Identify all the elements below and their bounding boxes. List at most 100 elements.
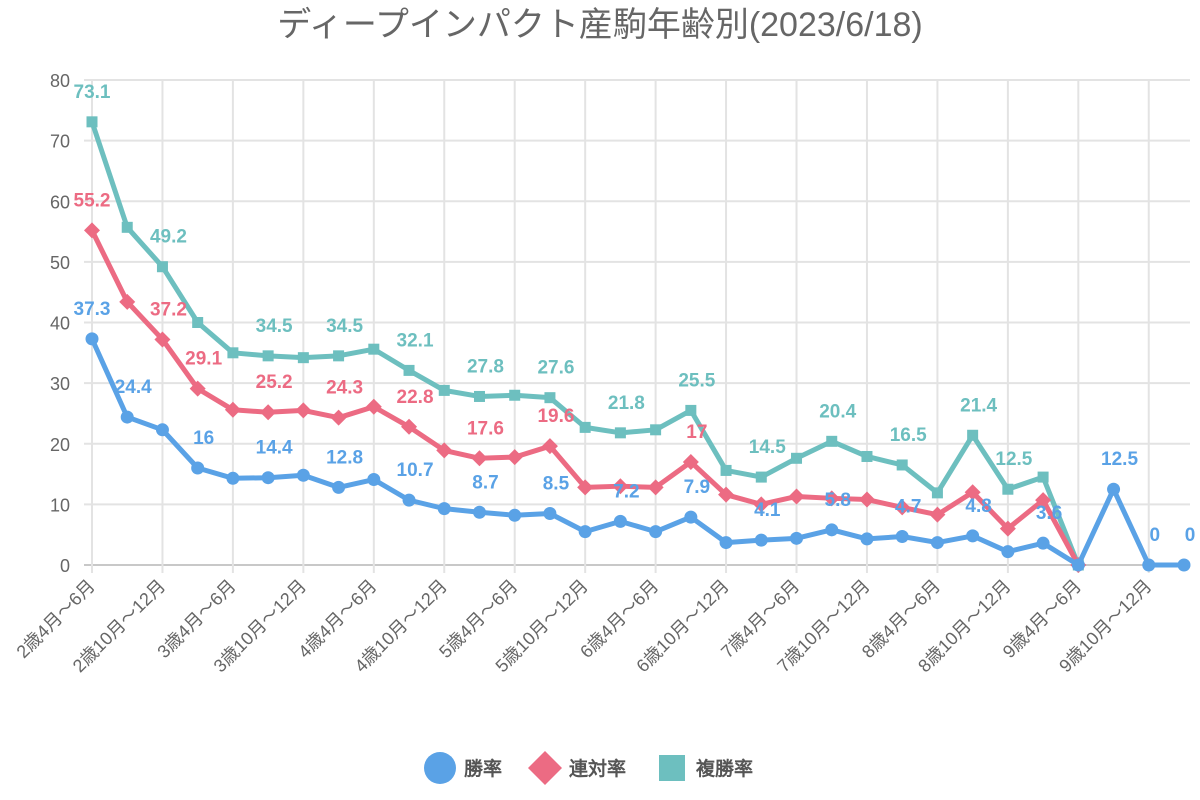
data-point [541,438,558,455]
data-point [685,404,697,416]
data-label: 8.5 [543,473,570,494]
y-tick-label: 10 [50,495,70,515]
legend-circle-icon [424,752,456,784]
data-point [85,332,99,346]
data-label: 34.5 [326,316,363,337]
data-point [684,510,698,524]
data-point [192,317,204,328]
data-label: 32.1 [397,330,434,351]
data-point [790,531,804,545]
data-label: 37.3 [74,299,111,320]
data-label: 21.8 [608,393,645,414]
data-label: 4.1 [754,500,781,521]
data-point [402,493,416,507]
data-point [86,116,98,128]
series-place-rate [84,222,1087,573]
data-label: 37.2 [150,299,187,320]
legend: 勝率 連対率 複勝率 [424,751,753,785]
data-label: 16 [193,428,214,449]
data-point [226,471,240,485]
data-point [1142,558,1156,572]
data-point [931,487,943,499]
data-point [401,418,418,435]
data-point [895,530,909,544]
data-point [544,392,556,404]
data-point [189,380,206,397]
data-point [649,525,663,539]
data-label: 8.7 [472,472,498,493]
data-point [754,533,768,547]
data-label: 24.3 [326,378,363,399]
data-point [966,529,980,543]
legend-label: 複勝率 [695,757,753,780]
legend-label: 勝率 [464,757,502,780]
data-point [365,398,382,415]
y-tick-label: 20 [50,435,70,455]
data-point [791,452,803,464]
data-label: 17 [686,422,707,443]
data-point [121,221,133,233]
data-point [647,479,664,496]
data-point [720,464,732,476]
data-point [156,261,168,273]
y-tick-label: 80 [50,71,70,91]
data-point [191,461,205,475]
data-label: 10.7 [397,460,434,481]
data-point [578,525,592,539]
data-label: 7.2 [613,481,639,502]
data-label: 7.9 [684,477,710,498]
data-point [1107,482,1121,496]
data-label: 12.5 [1101,449,1138,470]
data-point [473,390,485,402]
data-point [894,499,911,516]
data-point [1035,492,1052,509]
y-tick-label: 70 [50,132,70,152]
data-label: 55.2 [74,190,111,211]
data-point [508,508,522,522]
data-point [1071,558,1085,572]
data-point [718,486,735,503]
data-point [929,506,946,523]
data-point [297,352,309,364]
data-label: 12.8 [326,447,363,468]
data-label: 4.8 [965,496,991,517]
data-label: 3.6 [1036,503,1062,524]
data-point [1037,471,1049,483]
data-label: 34.5 [256,316,293,337]
y-tick-label: 0 [60,556,70,576]
legend-label: 連対率 [569,757,626,780]
data-point [333,350,345,362]
data-point [472,505,486,519]
data-point [753,496,770,513]
data-label: 73.1 [74,82,111,103]
data-point [260,404,277,421]
data-point [967,429,979,441]
data-point [825,523,839,537]
data-label: 27.6 [537,358,574,379]
data-point [262,350,274,362]
data-label: 24.4 [115,377,152,398]
y-tick-label: 30 [50,374,70,394]
data-point [858,491,875,508]
data-label: 20.4 [819,401,856,422]
y-axis-ticks: 0 10 20 30 40 50 60 70 80 [50,71,70,576]
data-point [826,435,838,447]
data-label: 21.4 [960,395,997,416]
data-point [1002,483,1014,495]
x-axis-ticks: 2歳4月～6月2歳10月～12月3歳4月～6月3歳10月～12月4歳4月～6月4… [13,576,1156,676]
data-point [330,409,347,426]
y-tick-label: 50 [50,253,70,273]
data-point [471,450,488,467]
data-point [788,488,805,505]
data-point [155,423,169,437]
data-point [719,536,733,550]
data-label: 17.6 [467,418,504,439]
data-label: 4.7 [895,497,921,518]
data-point [999,520,1016,537]
data-point [861,450,873,462]
legend-square-icon [659,755,685,781]
series-win-rate [85,332,1191,572]
data-label: 25.2 [256,372,293,393]
data-point [436,442,453,459]
data-point [368,343,380,355]
